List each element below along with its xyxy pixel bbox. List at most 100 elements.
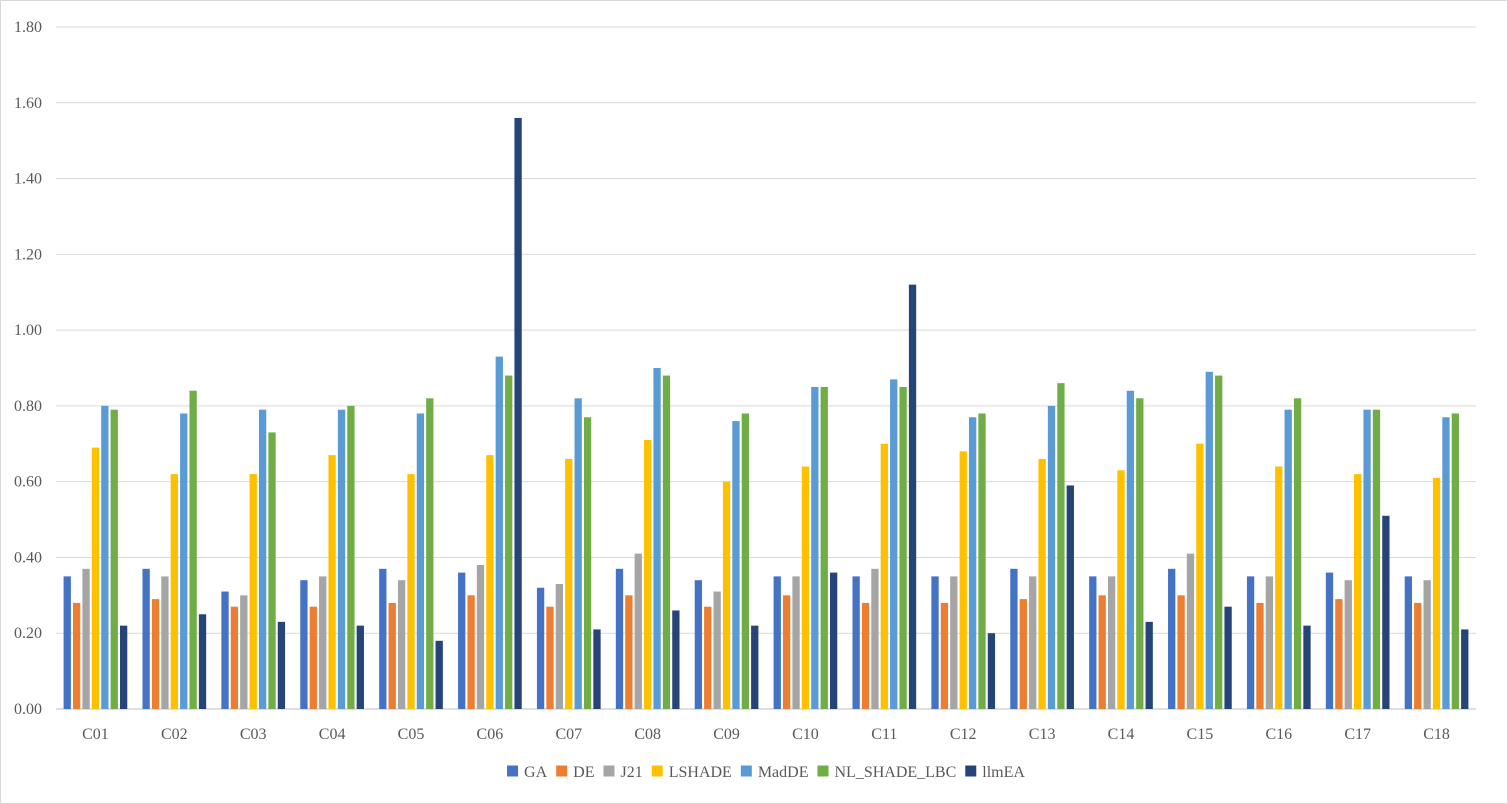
bar-de-c12 — [940, 602, 949, 709]
bar-madde-c03 — [258, 409, 267, 709]
bar-j21-c01 — [82, 568, 90, 709]
x-tick-label: C06 — [477, 726, 504, 743]
y-axis-ticks: 0.00 0.20 0.40 0.60 0.80 1.00 1.20 1.40 1.60 1.80 — [14, 19, 42, 718]
y-tick-label: 1.40 — [14, 171, 42, 188]
bar-de-c16 — [1256, 602, 1264, 709]
bar-nl_shade_lbc-c16 — [1293, 398, 1302, 709]
bar-j21-c17 — [1344, 580, 1352, 709]
x-tick-label: C04 — [319, 726, 346, 743]
x-tick-label: C10 — [792, 726, 819, 743]
bar-lshade-c15 — [1196, 443, 1204, 709]
bar-madde-c01 — [101, 405, 109, 709]
bar-llmea-c11 — [908, 284, 917, 709]
bar-ga-c10 — [773, 576, 781, 709]
bar-de-c17 — [1335, 599, 1343, 709]
bar-j21-c03 — [240, 595, 248, 709]
bar-j21-c05 — [397, 580, 406, 709]
bar-nl_shade_lbc-c06 — [505, 375, 513, 709]
bar-madde-c07 — [574, 398, 582, 709]
bar-llmea-c07 — [593, 629, 601, 709]
legend-label-ga: GA — [524, 764, 548, 781]
bar-lshade-c08 — [644, 439, 652, 709]
bar-llmea-c12 — [987, 633, 996, 709]
bar-de-c10 — [782, 595, 791, 709]
bar-nl_shade_lbc-c15 — [1215, 375, 1223, 709]
legend-swatch-j21 — [603, 765, 615, 777]
bar-j21-c02 — [161, 576, 169, 709]
bar-ga-c14 — [1089, 576, 1097, 709]
bar-j21-c15 — [1186, 553, 1195, 709]
x-tick-label: C18 — [1423, 726, 1450, 743]
bar-madde-c13 — [1047, 405, 1056, 709]
bar-llmea-c05 — [435, 640, 443, 709]
bar-j21-c10 — [792, 576, 800, 709]
y-tick-label: 1.80 — [14, 19, 42, 36]
bar-nl_shade_lbc-c03 — [268, 432, 276, 709]
x-tick-label: C09 — [713, 726, 740, 743]
bar-madde-c11 — [890, 379, 898, 709]
bar-ga-c11 — [852, 576, 860, 709]
bar-llmea-c17 — [1382, 515, 1390, 709]
bar-j21-c08 — [634, 553, 642, 709]
bar-nl_shade_lbc-c07 — [583, 417, 592, 709]
bar-llmea-c13 — [1066, 485, 1074, 709]
bar-madde-c10 — [811, 386, 819, 709]
legend: GA DE J21 LSHADE MadDE NL_SHADE_LBC llmEA — [507, 764, 1025, 781]
bar-j21-c14 — [1107, 576, 1116, 709]
bar-j21-c16 — [1265, 576, 1274, 709]
x-tick-label: C05 — [398, 726, 425, 743]
bar-ga-c13 — [1010, 568, 1018, 709]
bar-de-c01 — [72, 602, 81, 709]
gridlines — [56, 26, 1476, 710]
bar-lshade-c10 — [801, 466, 810, 709]
bar-nl_shade_lbc-c14 — [1136, 398, 1144, 709]
x-tick-label: C12 — [950, 726, 977, 743]
bar-llmea-c03 — [277, 621, 286, 709]
bar-madde-c08 — [653, 368, 661, 709]
legend-swatch-ga — [507, 765, 519, 777]
bar-nl_shade_lbc-c01 — [110, 409, 118, 709]
x-tick-label: C03 — [240, 726, 267, 743]
bar-lshade-c05 — [407, 474, 415, 709]
bar-nl_shade_lbc-c05 — [426, 398, 434, 709]
bar-nl_shade_lbc-c13 — [1057, 383, 1065, 709]
bar-llmea-c09 — [751, 625, 759, 709]
bar-j21-c12 — [950, 576, 958, 709]
y-tick-label: 0.60 — [14, 474, 42, 491]
bar-lshade-c04 — [328, 455, 336, 709]
x-tick-label: C16 — [1265, 726, 1292, 743]
bar-de-c04 — [309, 606, 317, 709]
bar-j21-c09 — [713, 591, 721, 709]
x-tick-label: C17 — [1344, 726, 1371, 743]
bar-lshade-c18 — [1432, 477, 1441, 709]
bar-madde-c12 — [968, 417, 977, 709]
x-tick-label: C14 — [1108, 726, 1135, 743]
bar-llmea-c14 — [1145, 621, 1153, 709]
bar-lshade-c16 — [1275, 466, 1283, 709]
legend-swatch-madde — [740, 765, 752, 777]
bar-lshade-c07 — [565, 458, 573, 709]
bar-nl_shade_lbc-c04 — [347, 405, 355, 709]
legend-label-madde: MadDE — [758, 764, 809, 781]
bar-llmea-c01 — [119, 625, 128, 709]
y-tick-label: 0.00 — [14, 701, 42, 718]
bar-nl_shade_lbc-c10 — [820, 386, 828, 709]
bar-lshade-c01 — [91, 447, 100, 709]
bar-lshade-c11 — [880, 443, 888, 709]
x-tick-label: C15 — [1187, 726, 1214, 743]
bar-de-c14 — [1098, 595, 1106, 709]
bar-nl_shade_lbc-c08 — [662, 375, 671, 709]
legend-label-llmea: llmEA — [982, 764, 1025, 781]
bar-ga-c06 — [458, 572, 466, 709]
bar-nl_shade_lbc-c02 — [189, 390, 197, 709]
bar-ga-c17 — [1325, 572, 1334, 709]
legend-swatch-lshade — [651, 765, 663, 777]
legend-label-de: DE — [573, 764, 594, 781]
bar-madde-c09 — [732, 421, 740, 709]
bar-lshade-c17 — [1354, 474, 1362, 709]
y-tick-label: 1.00 — [14, 322, 42, 339]
bar-nl_shade_lbc-c17 — [1372, 409, 1381, 709]
bar-madde-c05 — [416, 413, 425, 709]
bar-llmea-c02 — [198, 614, 207, 709]
